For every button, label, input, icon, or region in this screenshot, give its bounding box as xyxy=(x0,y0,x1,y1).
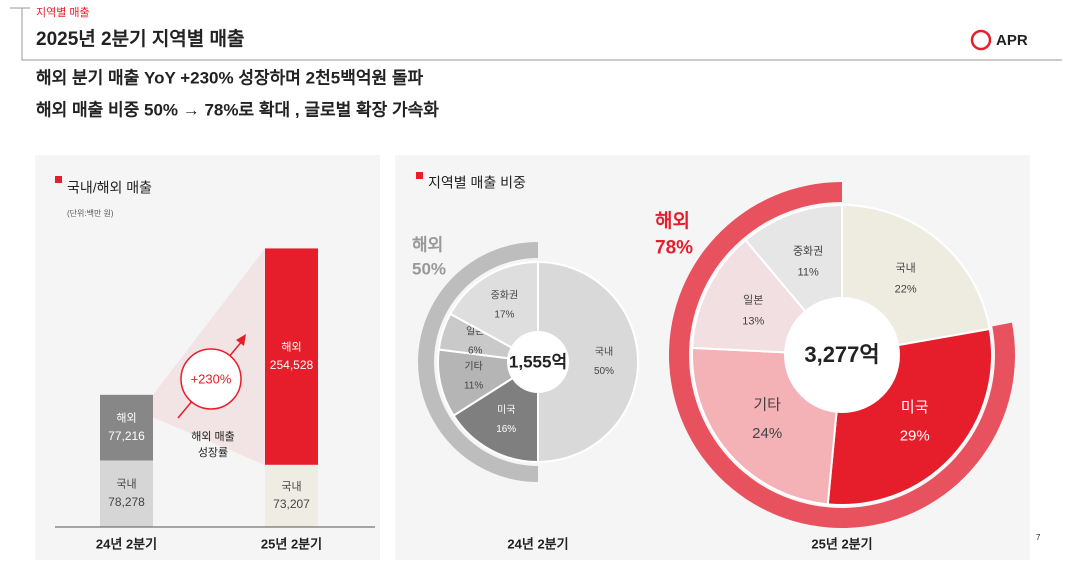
page-number: 7 xyxy=(1036,533,1041,542)
slice-value: 17% xyxy=(494,309,514,320)
pie-slice xyxy=(537,260,639,464)
headline: 해외 분기 매출 YoY +230% 성장하며 2천5백억원 돌파 xyxy=(36,68,423,87)
slice-value: 11% xyxy=(464,381,483,392)
growth-text: 해외 매출 xyxy=(191,429,235,443)
slice-value: 16% xyxy=(496,424,516,435)
section-label: 지역별 매출 xyxy=(36,6,90,19)
x-tick-label: 25년 2분기 xyxy=(261,536,322,551)
slice-value: 22% xyxy=(895,284,917,296)
title-marker xyxy=(55,176,62,183)
x-tick-label: 24년 2분기 xyxy=(507,536,568,551)
slide-title: 2025년 2분기 지역별 매출 xyxy=(36,28,245,50)
segment-name: 국내 xyxy=(281,480,301,493)
pie-slice xyxy=(449,260,539,364)
slice-name: 미국 xyxy=(901,399,929,416)
bar-segment xyxy=(100,460,153,527)
segment-value: 73,207 xyxy=(273,497,310,511)
bar-segment xyxy=(265,248,318,465)
x-tick-label: 25년 2분기 xyxy=(811,536,872,551)
slice-value: 11% xyxy=(798,266,819,278)
outer-ring xyxy=(418,242,538,482)
bar-segment xyxy=(100,394,153,461)
slice-name: 기타 xyxy=(753,397,781,414)
headline: 해외 매출 비중 50% → 78%로 확대 , 글로벌 확장 가속화 xyxy=(36,100,439,119)
slice-value: 29% xyxy=(900,427,930,444)
outer-value: 50% xyxy=(412,259,446,278)
segment-value: 78,278 xyxy=(108,495,145,509)
segment-name: 국내 xyxy=(116,478,136,491)
slice-value: 24% xyxy=(752,425,782,442)
slice-name: 국내 xyxy=(595,346,613,358)
segment-name: 해외 xyxy=(116,411,136,425)
outer-name: 해외 xyxy=(412,235,443,254)
unit-label: (단위:백만 원) xyxy=(67,208,114,218)
slice-name: 미국 xyxy=(497,404,515,416)
chart-title: 국내/해외 매출 xyxy=(67,180,152,196)
growth-text: 성장률 xyxy=(198,446,228,459)
title-marker xyxy=(416,172,423,179)
segment-name: 해외 xyxy=(281,340,301,354)
outer-name: 해외 xyxy=(655,210,690,232)
chart-title: 지역별 매출 비중 xyxy=(428,175,526,191)
growth-badge xyxy=(180,348,242,410)
segment-value: 254,528 xyxy=(270,358,314,372)
slice-name: 중화권 xyxy=(793,244,823,257)
bar-segment xyxy=(265,464,318,527)
slice-value: 13% xyxy=(742,315,764,327)
logo-mark xyxy=(970,29,992,51)
slice-name: 국내 xyxy=(896,262,916,275)
slice-name: 중화권 xyxy=(491,289,519,301)
arrow-head xyxy=(236,334,246,346)
center-hole xyxy=(507,331,569,393)
slice-name: 기타 xyxy=(464,361,482,373)
segment-value: 77,216 xyxy=(108,429,145,443)
slice-value: 6% xyxy=(468,346,483,357)
center-hole xyxy=(784,297,900,413)
x-tick-label: 24년 2분기 xyxy=(96,536,157,551)
slice-value: 50% xyxy=(594,366,614,377)
outer-value: 78% xyxy=(655,238,693,259)
header-frame xyxy=(10,7,1062,61)
center-total: 1,555억 xyxy=(509,352,567,371)
growth-label: +230% xyxy=(191,371,232,386)
center-total: 3,277억 xyxy=(804,342,879,367)
logo: APR xyxy=(996,32,1028,49)
slice-name: 일본 xyxy=(743,292,763,306)
